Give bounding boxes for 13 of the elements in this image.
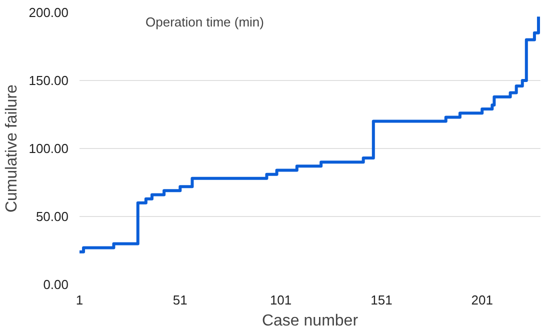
y-tick-label: 0.00: [43, 277, 69, 292]
annotation: Operation time (min): [146, 14, 264, 30]
x-tick-label: 51: [172, 292, 188, 308]
y-tick-label: 150.00: [28, 73, 69, 88]
y-tick-label: 50.00: [36, 209, 69, 224]
y-axis-title: Cumulative failure: [4, 84, 21, 213]
x-tick-label: 1: [76, 292, 84, 308]
x-axis-title: Case number: [262, 312, 359, 330]
y-tick-label: 200.00: [28, 5, 69, 20]
x-tick-label: 101: [270, 292, 292, 308]
y-tick-label: 100.00: [28, 141, 69, 156]
x-tick-label: 151: [370, 292, 392, 308]
x-tick-label: 201: [471, 292, 493, 308]
